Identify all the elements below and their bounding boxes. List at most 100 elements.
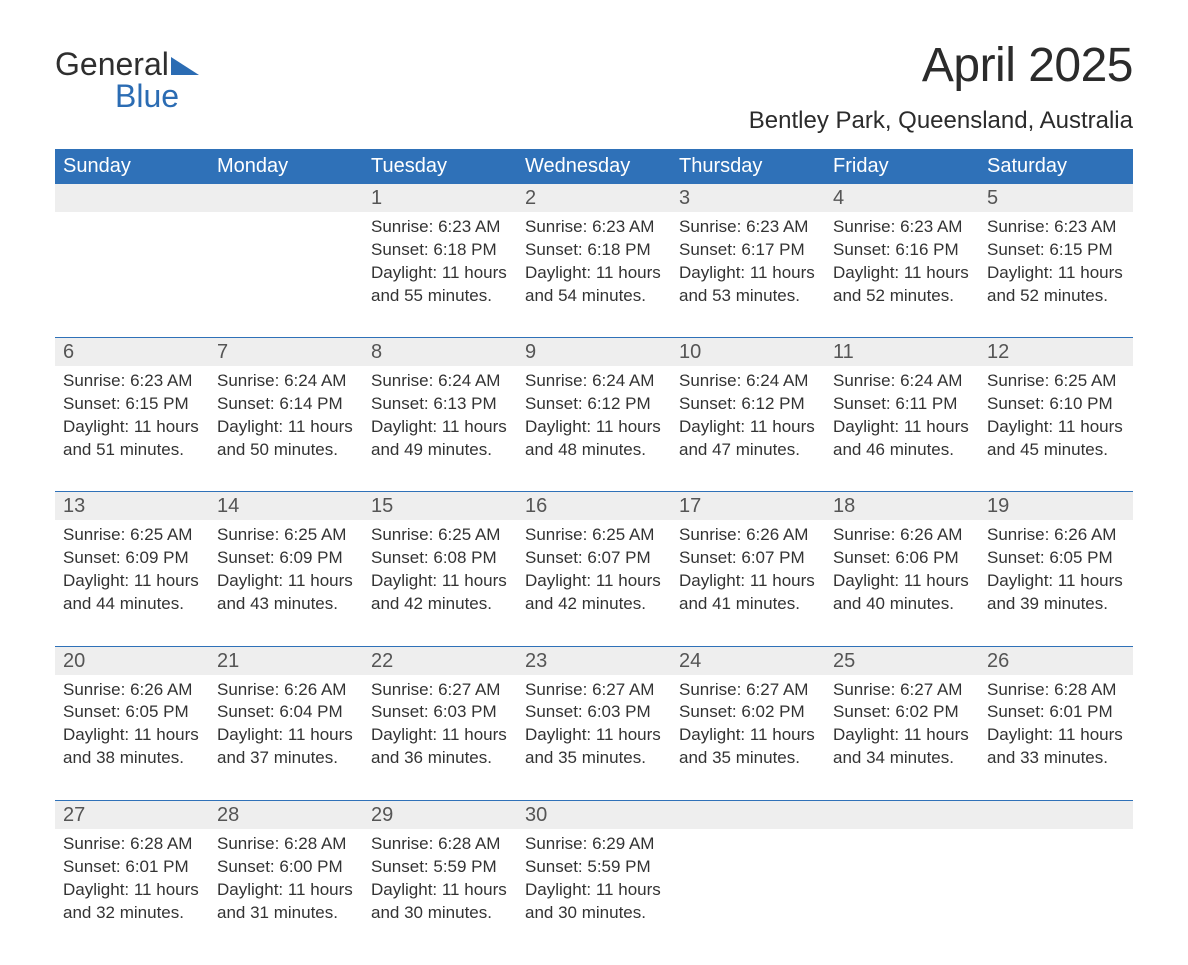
day-number-cell: 22 (363, 646, 517, 675)
week-separator (55, 462, 1133, 492)
day-number: 16 (525, 495, 547, 517)
sunrise-line: Sunrise: 6:27 AM (833, 679, 971, 702)
day-details-cell: Sunrise: 6:25 AMSunset: 6:09 PMDaylight:… (55, 520, 209, 616)
weekday-header: Tuesday (363, 149, 517, 184)
day-details-cell: Sunrise: 6:24 AMSunset: 6:11 PMDaylight:… (825, 366, 979, 462)
daylight-line: Daylight: 11 hours and 39 minutes. (987, 570, 1125, 616)
day-number: 8 (371, 341, 382, 363)
day-number-cell: 10 (671, 338, 825, 367)
weekday-header: Thursday (671, 149, 825, 184)
day-number: 30 (525, 804, 547, 826)
daylight-line: Daylight: 11 hours and 34 minutes. (833, 724, 971, 770)
day-details-cell: Sunrise: 6:27 AMSunset: 6:03 PMDaylight:… (363, 675, 517, 771)
day-number: 12 (987, 341, 1009, 363)
sunset-line: Sunset: 6:18 PM (525, 239, 663, 262)
day-details-cell: Sunrise: 6:27 AMSunset: 6:03 PMDaylight:… (517, 675, 671, 771)
weekday-header-row: Sunday Monday Tuesday Wednesday Thursday… (55, 149, 1133, 184)
daylight-line: Daylight: 11 hours and 51 minutes. (63, 416, 201, 462)
day-number-cell: 28 (209, 800, 363, 829)
sunset-line: Sunset: 6:15 PM (987, 239, 1125, 262)
title-block: April 2025 Bentley Park, Queensland, Aus… (749, 40, 1133, 149)
daylight-line: Daylight: 11 hours and 52 minutes. (987, 262, 1125, 308)
sunset-line: Sunset: 6:14 PM (217, 393, 355, 416)
sunrise-line: Sunrise: 6:23 AM (833, 216, 971, 239)
sunset-line: Sunset: 6:06 PM (833, 547, 971, 570)
details-row: Sunrise: 6:28 AMSunset: 6:01 PMDaylight:… (55, 829, 1133, 925)
day-number: 9 (525, 341, 536, 363)
day-details-cell: Sunrise: 6:26 AMSunset: 6:06 PMDaylight:… (825, 520, 979, 616)
sunset-line: Sunset: 6:09 PM (63, 547, 201, 570)
day-number-cell: 11 (825, 338, 979, 367)
daylight-line: Daylight: 11 hours and 45 minutes. (987, 416, 1125, 462)
day-number: 14 (217, 495, 239, 517)
week-separator (55, 616, 1133, 646)
sunrise-line: Sunrise: 6:26 AM (987, 524, 1125, 547)
day-number-cell: 29 (363, 800, 517, 829)
day-details-cell: Sunrise: 6:25 AMSunset: 6:08 PMDaylight:… (363, 520, 517, 616)
sunset-line: Sunset: 6:03 PM (371, 701, 509, 724)
sunset-line: Sunset: 6:07 PM (525, 547, 663, 570)
sunrise-line: Sunrise: 6:23 AM (987, 216, 1125, 239)
day-number-cell: 19 (979, 492, 1133, 521)
day-number-cell: 17 (671, 492, 825, 521)
day-number: 24 (679, 650, 701, 672)
sunset-line: Sunset: 6:17 PM (679, 239, 817, 262)
calendar-body: 12345Sunrise: 6:23 AMSunset: 6:18 PMDayl… (55, 184, 1133, 925)
day-number-cell: 14 (209, 492, 363, 521)
day-details-cell: Sunrise: 6:27 AMSunset: 6:02 PMDaylight:… (825, 675, 979, 771)
sunrise-line: Sunrise: 6:25 AM (63, 524, 201, 547)
daylight-line: Daylight: 11 hours and 42 minutes. (371, 570, 509, 616)
sunrise-line: Sunrise: 6:24 AM (217, 370, 355, 393)
daylight-line: Daylight: 11 hours and 47 minutes. (679, 416, 817, 462)
day-number-cell (825, 800, 979, 829)
sunrise-line: Sunrise: 6:26 AM (217, 679, 355, 702)
day-number: 11 (833, 341, 854, 363)
day-number: 10 (679, 341, 701, 363)
weekday-header: Monday (209, 149, 363, 184)
sunrise-line: Sunrise: 6:26 AM (679, 524, 817, 547)
day-number-cell: 2 (517, 184, 671, 212)
daylight-line: Daylight: 11 hours and 44 minutes. (63, 570, 201, 616)
day-number: 13 (63, 495, 85, 517)
sunset-line: Sunset: 6:01 PM (987, 701, 1125, 724)
day-details-cell: Sunrise: 6:26 AMSunset: 6:05 PMDaylight:… (55, 675, 209, 771)
day-number-cell (55, 184, 209, 212)
day-number: 4 (833, 187, 844, 209)
weekday-header: Wednesday (517, 149, 671, 184)
daylight-line: Daylight: 11 hours and 35 minutes. (525, 724, 663, 770)
day-number-cell: 26 (979, 646, 1133, 675)
daylight-line: Daylight: 11 hours and 55 minutes. (371, 262, 509, 308)
day-number-cell: 27 (55, 800, 209, 829)
day-number-cell: 13 (55, 492, 209, 521)
day-details-cell: Sunrise: 6:23 AMSunset: 6:18 PMDaylight:… (517, 212, 671, 308)
day-number: 25 (833, 650, 855, 672)
sunrise-line: Sunrise: 6:25 AM (371, 524, 509, 547)
day-number-cell: 4 (825, 184, 979, 212)
daynum-row: 12345 (55, 184, 1133, 212)
sunrise-line: Sunrise: 6:28 AM (63, 833, 201, 856)
day-details-cell: Sunrise: 6:28 AMSunset: 6:01 PMDaylight:… (55, 829, 209, 925)
daylight-line: Daylight: 11 hours and 46 minutes. (833, 416, 971, 462)
day-details-cell (979, 829, 1133, 925)
day-number: 27 (63, 804, 85, 826)
day-number-cell: 9 (517, 338, 671, 367)
day-number-cell (209, 184, 363, 212)
day-number: 19 (987, 495, 1009, 517)
sunset-line: Sunset: 6:03 PM (525, 701, 663, 724)
sunset-line: Sunset: 6:00 PM (217, 856, 355, 879)
logo-shape-icon (171, 48, 199, 80)
sunrise-line: Sunrise: 6:25 AM (217, 524, 355, 547)
day-number: 28 (217, 804, 239, 826)
sunset-line: Sunset: 6:05 PM (987, 547, 1125, 570)
sunset-line: Sunset: 6:13 PM (371, 393, 509, 416)
day-number-cell: 7 (209, 338, 363, 367)
daynum-row: 27 28 29 30 (55, 800, 1133, 829)
day-number: 3 (679, 187, 690, 209)
day-details-cell: Sunrise: 6:28 AMSunset: 6:00 PMDaylight:… (209, 829, 363, 925)
calendar-table: Sunday Monday Tuesday Wednesday Thursday… (55, 149, 1133, 925)
day-number-cell: 23 (517, 646, 671, 675)
daylight-line: Daylight: 11 hours and 54 minutes. (525, 262, 663, 308)
weekday-header: Friday (825, 149, 979, 184)
daylight-line: Daylight: 11 hours and 50 minutes. (217, 416, 355, 462)
sunset-line: Sunset: 6:07 PM (679, 547, 817, 570)
